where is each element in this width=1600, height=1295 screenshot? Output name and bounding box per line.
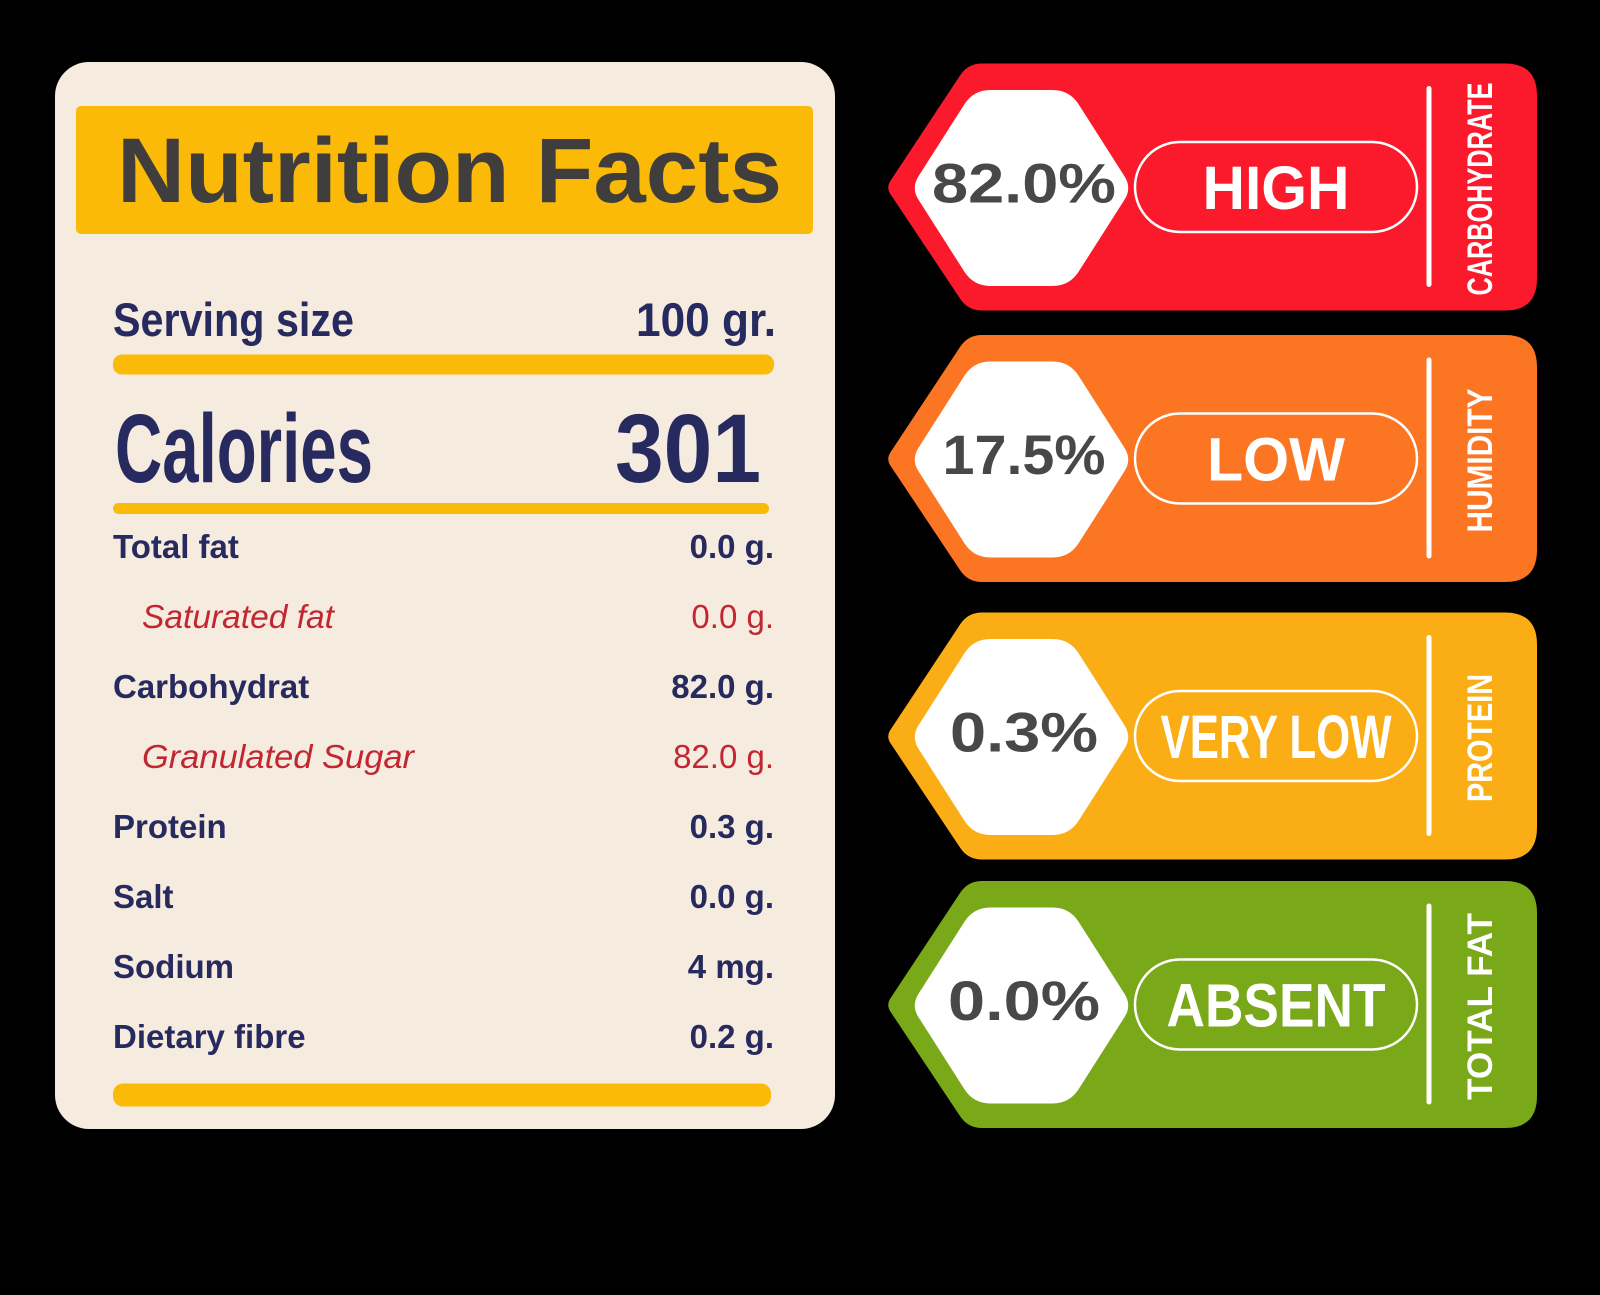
- svg-text:82.0 g.: 82.0 g.: [673, 738, 774, 775]
- svg-text:0.0 g.: 0.0 g.: [690, 528, 774, 565]
- svg-text:82.0%: 82.0%: [932, 152, 1116, 215]
- svg-text:301: 301: [615, 394, 761, 503]
- svg-text:0.2 g.: 0.2 g.: [690, 1018, 774, 1055]
- svg-text:Sodium: Sodium: [113, 948, 234, 985]
- svg-text:0.0 g.: 0.0 g.: [691, 598, 774, 635]
- svg-text:Saturated fat: Saturated fat: [142, 598, 336, 635]
- svg-text:0.0%: 0.0%: [948, 969, 1100, 1032]
- svg-text:ABSENT: ABSENT: [1167, 972, 1386, 1040]
- svg-text:Dietary fibre: Dietary fibre: [113, 1018, 306, 1055]
- svg-text:0.0 g.: 0.0 g.: [690, 878, 774, 915]
- svg-text:LOW: LOW: [1207, 426, 1345, 494]
- svg-text:Serving size: Serving size: [113, 293, 354, 346]
- svg-text:Salt: Salt: [113, 878, 174, 915]
- svg-text:HUMIDITY: HUMIDITY: [1461, 389, 1500, 533]
- svg-text:Nutrition Facts: Nutrition Facts: [117, 120, 782, 222]
- svg-text:17.5%: 17.5%: [943, 423, 1106, 486]
- svg-text:TOTAL FAT: TOTAL FAT: [1461, 913, 1500, 1100]
- svg-text:Granulated Sugar: Granulated Sugar: [142, 738, 416, 775]
- svg-text:Total fat: Total fat: [113, 528, 239, 565]
- svg-text:100 gr.: 100 gr.: [636, 293, 776, 346]
- svg-text:4 mg.: 4 mg.: [688, 948, 774, 985]
- svg-text:Protein: Protein: [113, 808, 227, 845]
- svg-text:HIGH: HIGH: [1203, 154, 1350, 222]
- svg-text:CARBOHYDRATE: CARBOHYDRATE: [1461, 83, 1500, 296]
- svg-text:PROTEIN: PROTEIN: [1461, 674, 1500, 802]
- svg-text:VERY LOW: VERY LOW: [1161, 703, 1392, 771]
- svg-text:Calories: Calories: [115, 394, 373, 503]
- svg-text:82.0 g.: 82.0 g.: [671, 668, 774, 705]
- svg-text:0.3%: 0.3%: [950, 701, 1098, 764]
- svg-text:Carbohydrat: Carbohydrat: [113, 668, 309, 705]
- svg-text:0.3 g.: 0.3 g.: [690, 808, 774, 845]
